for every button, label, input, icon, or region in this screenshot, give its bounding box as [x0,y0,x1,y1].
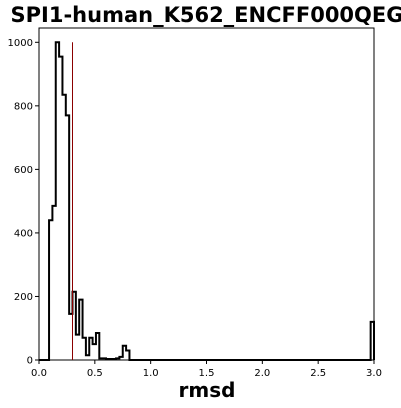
x-axis-label: rmsd [179,378,236,402]
x-tick-label: 0.5 [87,368,103,379]
x-tick-label: 2.5 [310,368,326,379]
x-axis: 0.0 0.5 1.0 1.5 2.0 2.5 3.0 [31,360,382,379]
y-tick-label: 200 [14,292,33,303]
chart-title: SPI1-human_K562_ENCFF000QEG [11,3,401,27]
x-tick-label: 3.0 [366,368,382,379]
x-tick-label: 1.0 [143,368,159,379]
plot-frame [38,27,375,361]
histogram-step-line [39,41,375,361]
y-tick-label: 600 [14,165,33,176]
x-tick-label: 1.5 [199,368,215,379]
y-tick-label: 1000 [8,38,33,49]
y-tick-label: 800 [14,101,33,112]
x-tick-label: 2.0 [254,368,270,379]
y-tick-label: 400 [14,228,33,239]
x-tick-label: 0.0 [31,368,47,379]
y-axis: 0 200 400 600 800 1000 [8,38,39,367]
y-tick-label: 0 [27,356,33,367]
